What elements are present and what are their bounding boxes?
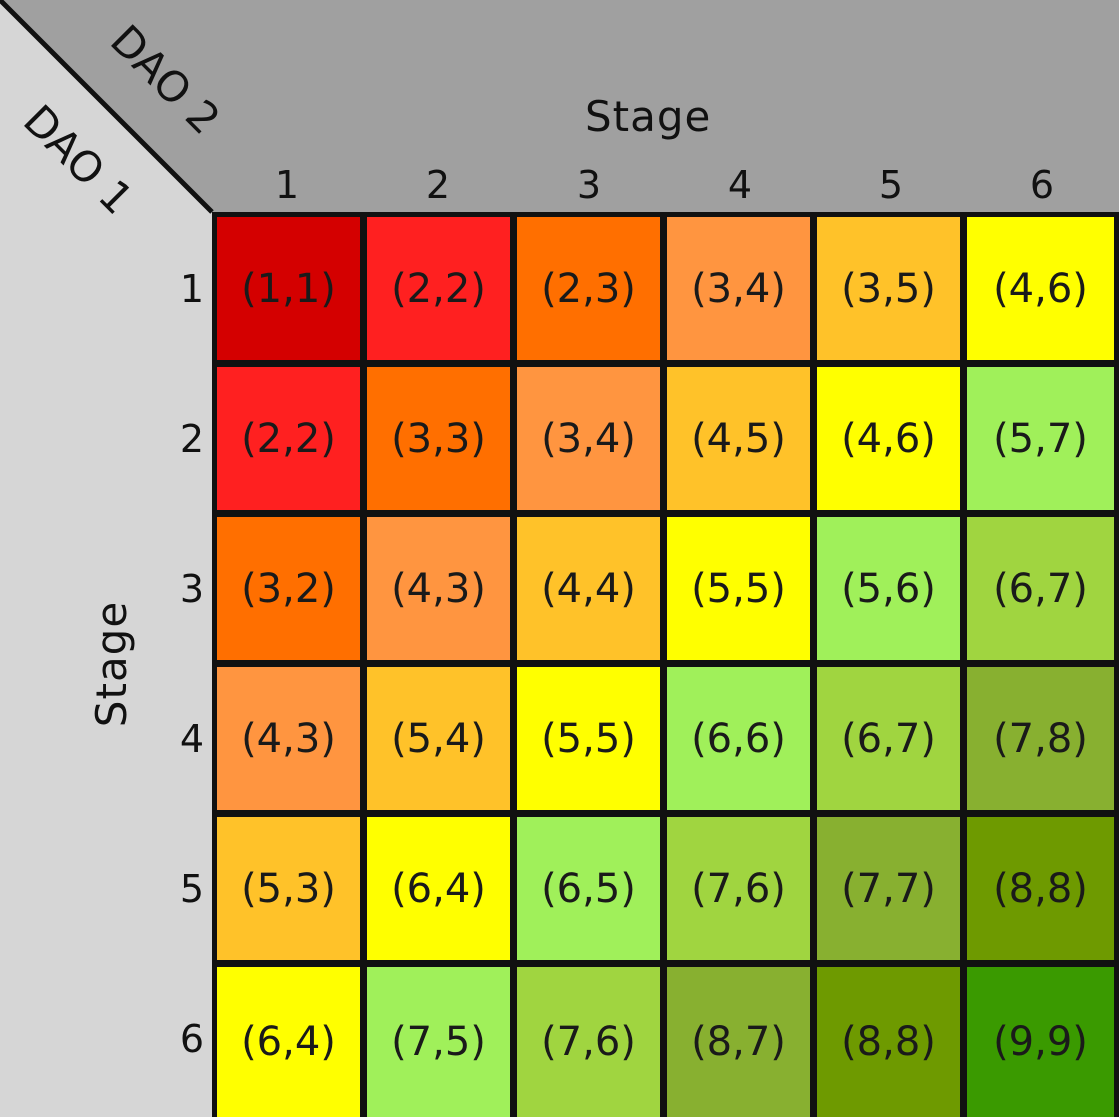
grid-cell: (9,9)	[967, 967, 1114, 1117]
grid-cell: (7,8)	[967, 667, 1114, 810]
top-header-region	[0, 0, 1119, 212]
grid-cell: (4,5)	[667, 367, 810, 510]
row-label: 1	[179, 267, 204, 311]
grid-cell: (7,6)	[667, 817, 810, 960]
grid-cell: (2,2)	[217, 367, 360, 510]
grid-cell: (3,4)	[667, 217, 810, 360]
grid-cell: (6,5)	[517, 817, 660, 960]
grid-cell: (2,2)	[367, 217, 510, 360]
row-label: 4	[179, 717, 204, 761]
grid-cell: (4,3)	[217, 667, 360, 810]
grid-cell: (4,3)	[367, 517, 510, 660]
col-label: 6	[1029, 163, 1055, 207]
top-axis-title: Stage	[585, 92, 712, 141]
grid-cell: (4,6)	[817, 367, 960, 510]
grid-cell: (8,8)	[967, 817, 1114, 960]
grid-cell: (4,4)	[517, 517, 660, 660]
grid-cell: (3,3)	[367, 367, 510, 510]
grid-cell: (5,3)	[217, 817, 360, 960]
grid-cell: (3,5)	[817, 217, 960, 360]
grid-cell: (6,4)	[217, 967, 360, 1117]
grid-cell: (5,5)	[517, 667, 660, 810]
grid-cell: (6,6)	[667, 667, 810, 810]
grid-cell: (4,6)	[967, 217, 1114, 360]
col-label: 2	[425, 163, 451, 207]
col-label: 5	[878, 163, 904, 207]
grid-cell: (6,7)	[817, 667, 960, 810]
row-label: 5	[179, 867, 204, 911]
corner-diagonal	[0, 0, 214, 214]
row-label: 2	[179, 417, 204, 461]
col-label: 4	[727, 163, 753, 207]
grid-cell: (6,7)	[967, 517, 1114, 660]
grid-cell: (8,8)	[817, 967, 960, 1117]
grid-cell: (3,2)	[217, 517, 360, 660]
grid-cell: (1,1)	[217, 217, 360, 360]
grid-cell: (7,7)	[817, 817, 960, 960]
grid-cell: (5,7)	[967, 367, 1114, 510]
row-label: 3	[179, 567, 204, 611]
grid-cell: (5,4)	[367, 667, 510, 810]
payoff-grid: (1,1) (2,2) (2,3) (3,4) (3,5) (4,6) (2,2…	[212, 212, 1119, 1117]
grid-cell: (3,4)	[517, 367, 660, 510]
grid-cell: (8,7)	[667, 967, 810, 1117]
row-label: 6	[179, 1017, 204, 1061]
grid-cell: (7,6)	[517, 967, 660, 1117]
grid-cell: (2,3)	[517, 217, 660, 360]
col-label: 3	[576, 163, 602, 207]
grid-cell: (6,4)	[367, 817, 510, 960]
left-axis-title: Stage	[87, 600, 136, 728]
grid-cell: (5,6)	[817, 517, 960, 660]
col-label: 1	[274, 163, 300, 207]
grid-cell: (5,5)	[667, 517, 810, 660]
grid-cell: (7,5)	[367, 967, 510, 1117]
